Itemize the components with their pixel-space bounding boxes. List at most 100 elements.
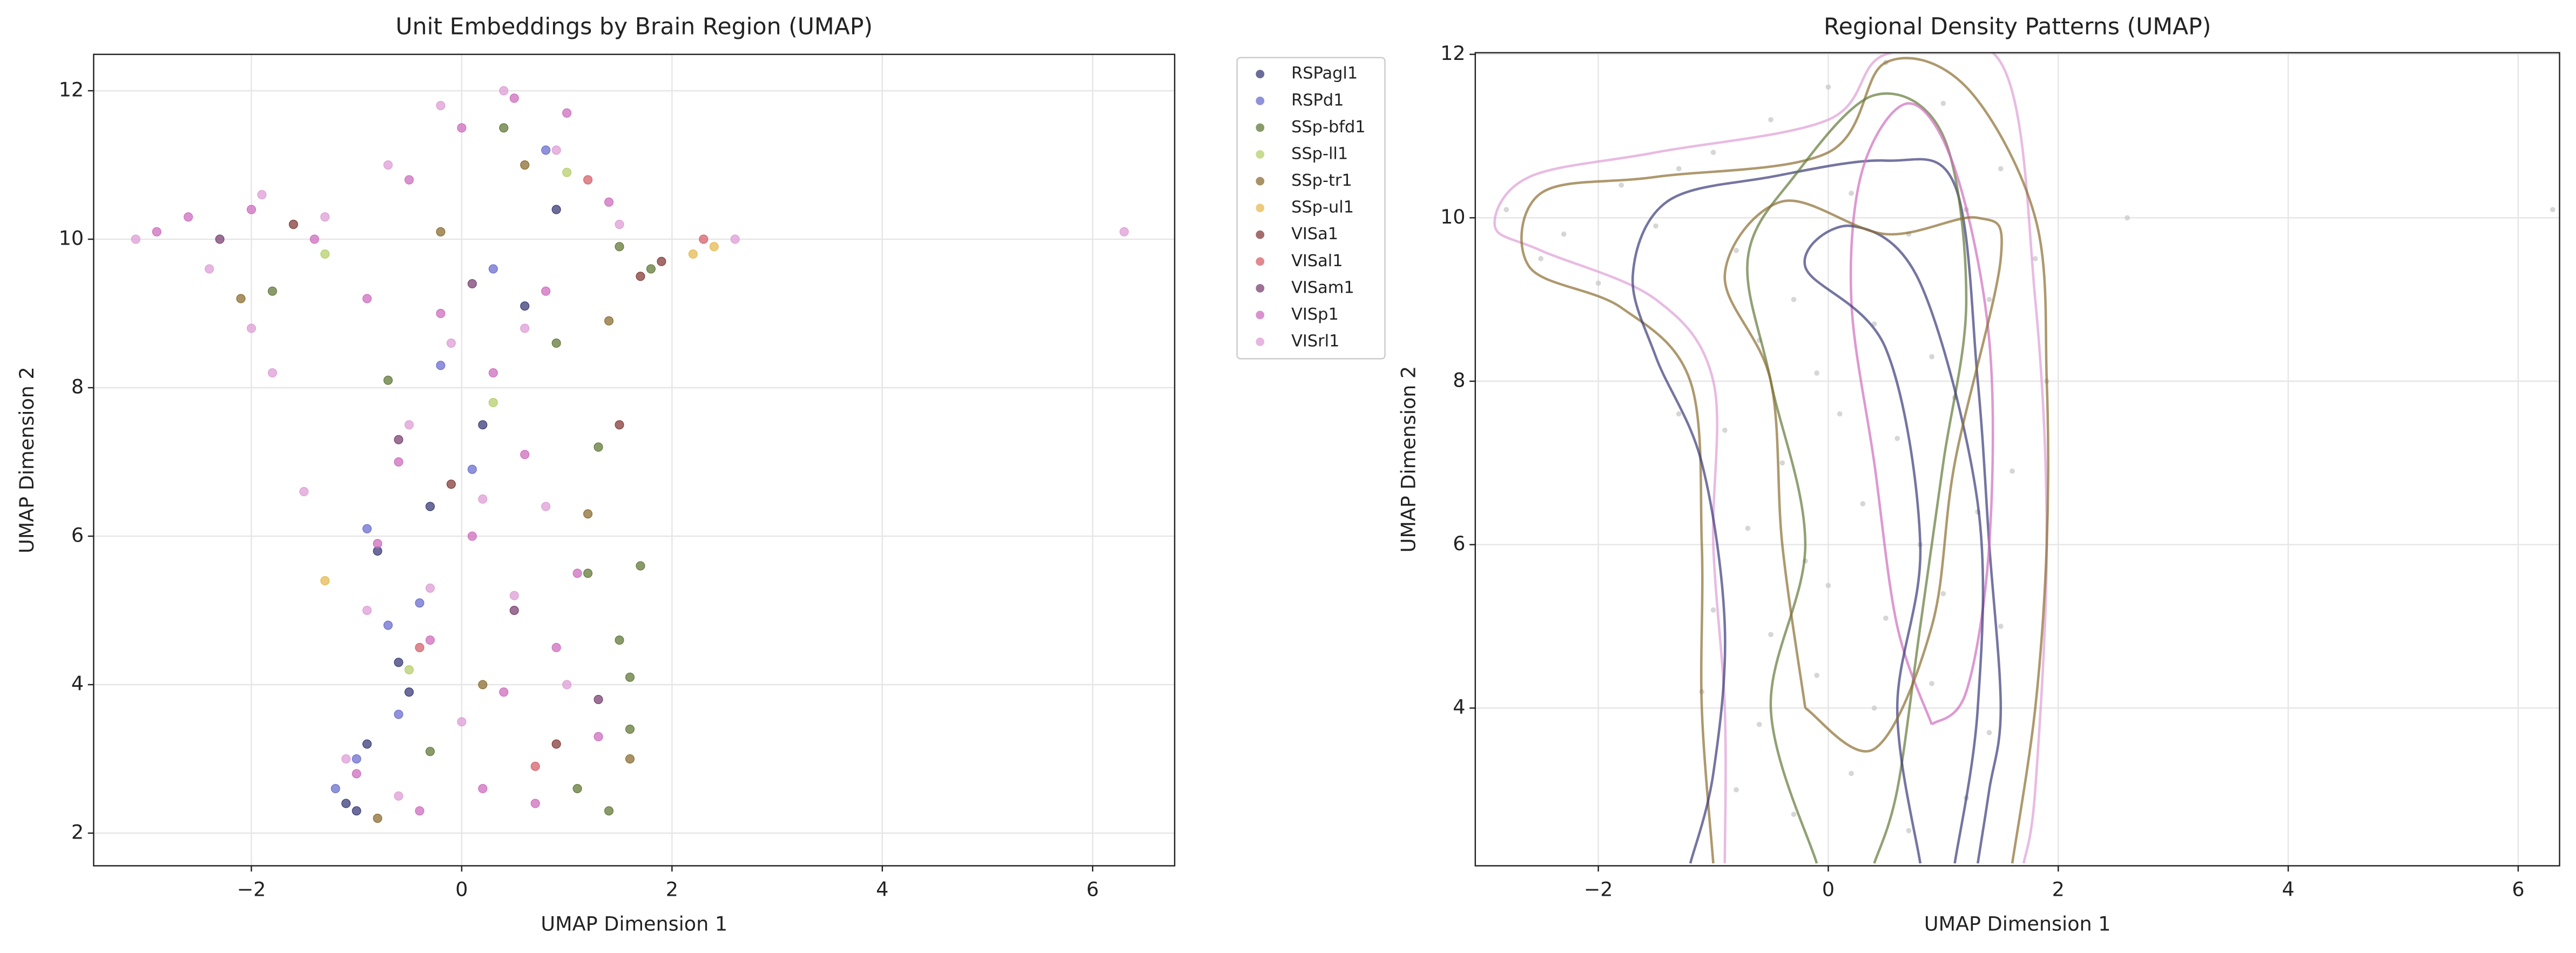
point [509,591,519,600]
background-point [1986,729,1992,735]
x-tick-label: 6 [1087,878,1099,901]
legend-marker [1256,337,1265,346]
point [404,687,414,697]
legend-label: VISam1 [1291,278,1354,297]
x-axis-label: UMAP Dimension 1 [541,912,727,935]
point [709,242,719,252]
point [362,294,372,303]
point [205,264,214,274]
point [541,286,551,296]
point [615,420,624,430]
point [604,806,614,816]
point [425,747,435,756]
point [488,264,498,274]
background-point [1906,828,1912,834]
point [320,212,330,222]
contour-line [1520,57,2049,864]
background-point [1779,460,1785,466]
background-point [1619,182,1624,188]
legend-marker [1256,204,1265,213]
point [457,717,467,727]
point [446,339,456,348]
background-point [1722,427,1728,433]
point [394,658,403,667]
background-point [1734,248,1739,253]
legend-label: SSp-ll1 [1291,144,1348,163]
y-tick-label: 6 [1453,532,1465,555]
point [562,108,572,118]
y-tick-label: 8 [1453,369,1465,392]
plot-area [131,86,1129,823]
point [604,197,614,207]
point [604,316,614,326]
point [488,398,498,408]
point [373,813,382,823]
point [520,160,530,170]
point [267,368,277,378]
point [236,294,246,303]
point [246,205,256,214]
point [509,605,519,616]
x-tick-label: 0 [1822,878,1835,901]
point [394,791,403,801]
point [636,272,645,281]
point [299,486,309,497]
point [583,569,593,578]
point [541,145,551,155]
background-point [1710,607,1716,613]
point [551,145,561,155]
background-point [1768,632,1773,638]
point [362,524,372,533]
background-point [1940,591,1946,597]
background-point [1883,616,1889,621]
point [362,739,372,749]
point [478,420,488,430]
legend-box [1236,57,1386,360]
background-point [1986,296,1992,302]
point [331,783,340,794]
x-tick-label: 6 [2512,878,2524,901]
point [436,309,446,319]
background-point [1929,354,1934,360]
background-point [1676,411,1682,417]
contour-line [1849,102,1994,726]
background-point [1503,207,1509,213]
point [394,709,403,719]
contour-line [1723,199,2003,753]
contour-line [1493,52,2048,864]
point [257,190,267,200]
y-tick-label: 12 [1440,42,1465,65]
background-point [1676,166,1682,172]
point [509,93,519,103]
point [625,754,635,764]
point [520,450,530,459]
background-point [1710,150,1716,156]
point [583,509,593,519]
x-tick-label: −2 [237,878,266,901]
legend-label: VISp1 [1291,305,1339,324]
point [436,101,446,111]
point [594,694,603,705]
point [425,583,435,593]
point [478,680,488,690]
point [383,620,393,630]
point [551,643,561,652]
point [1120,227,1129,236]
axes-frame [93,53,1176,867]
point [352,769,361,779]
background-point [1653,223,1658,229]
point [436,361,446,370]
background-point [1998,624,2004,629]
background-point [1734,787,1739,793]
legend-marker [1256,70,1265,79]
contour-line [1631,158,2002,864]
point [320,576,330,586]
point [467,531,477,541]
background-point [1849,191,1854,196]
point [572,783,582,794]
point [404,175,414,185]
legend-label: RSPagl1 [1291,64,1358,83]
point [488,368,498,378]
point [457,123,467,133]
